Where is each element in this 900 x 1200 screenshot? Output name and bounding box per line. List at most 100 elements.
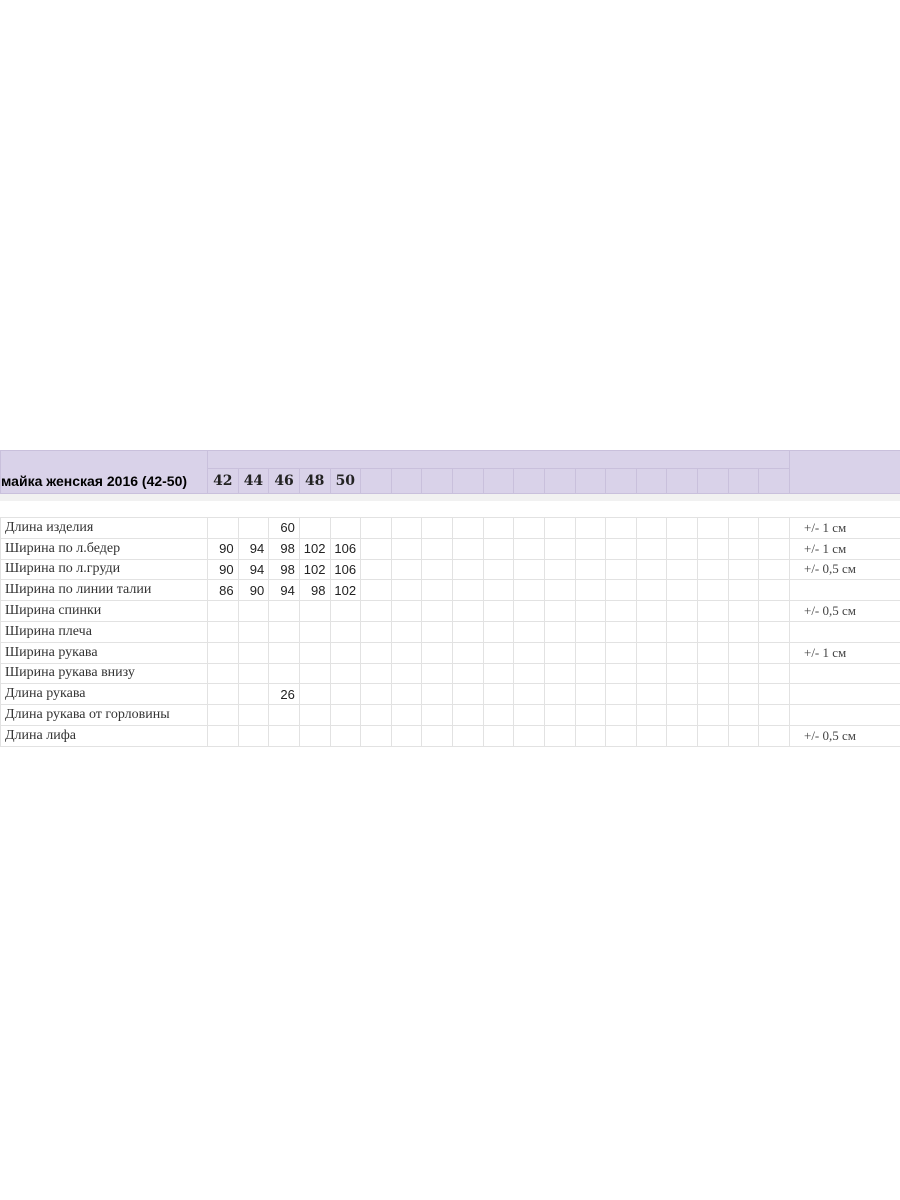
measurement-value-cell[interactable]	[543, 704, 576, 726]
measurement-value-cell[interactable]	[298, 517, 331, 539]
measurement-value-cell[interactable]	[421, 579, 453, 602]
empty-header-cell[interactable]	[758, 468, 790, 494]
measurement-value-cell[interactable]	[513, 620, 545, 643]
measurement-value-cell[interactable]	[635, 620, 668, 643]
measurement-value-cell[interactable]	[574, 579, 607, 602]
measurement-value-cell[interactable]	[697, 537, 729, 560]
measurement-value-cell[interactable]	[207, 704, 239, 726]
measurement-value-cell[interactable]	[605, 579, 637, 602]
measurement-value-cell[interactable]	[390, 620, 423, 643]
measurement-value-cell[interactable]	[298, 724, 331, 747]
measurement-value-cell[interactable]	[574, 600, 607, 622]
measurement-value-cell[interactable]	[543, 517, 576, 539]
measurement-value-cell[interactable]	[666, 704, 698, 726]
measurement-value-cell[interactable]: 94	[237, 558, 270, 581]
measurement-value-cell[interactable]	[513, 641, 545, 664]
measurement-value-cell[interactable]: 106	[329, 537, 362, 560]
measurement-value-cell[interactable]	[268, 620, 300, 643]
header-notes-cell[interactable]	[788, 450, 900, 494]
measurement-value-cell[interactable]: 98	[268, 558, 300, 581]
measurement-value-cell[interactable]	[390, 517, 423, 539]
measurement-label[interactable]: Ширина по л.груди	[0, 558, 208, 581]
measurement-value-cell[interactable]	[758, 662, 790, 685]
measurement-value-cell[interactable]	[635, 537, 668, 560]
measurement-value-cell[interactable]	[237, 662, 270, 685]
measurement-value-cell[interactable]	[574, 724, 607, 747]
measurement-value-cell[interactable]	[390, 558, 423, 581]
measurement-value-cell[interactable]	[237, 704, 270, 726]
measurement-value-cell[interactable]: 94	[268, 579, 300, 602]
measurement-value-cell[interactable]	[605, 537, 637, 560]
measurement-value-cell[interactable]	[421, 517, 453, 539]
tolerance-note[interactable]: +/- 0,5 см	[788, 724, 900, 747]
empty-header-cell[interactable]	[574, 468, 607, 494]
measurement-value-cell[interactable]	[390, 537, 423, 560]
tolerance-note[interactable]: +/- 0,5 см	[788, 558, 900, 581]
measurement-value-cell[interactable]	[513, 724, 545, 747]
measurement-value-cell[interactable]	[421, 537, 453, 560]
measurement-value-cell[interactable]	[513, 704, 545, 726]
measurement-value-cell[interactable]	[390, 704, 423, 726]
measurement-value-cell[interactable]	[697, 724, 729, 747]
measurement-value-cell[interactable]	[666, 558, 698, 581]
header-merged-cell[interactable]	[207, 450, 790, 469]
measurement-value-cell[interactable]	[207, 641, 239, 664]
measurement-value-cell[interactable]	[329, 641, 362, 664]
empty-header-cell[interactable]	[605, 468, 637, 494]
measurement-value-cell[interactable]	[390, 600, 423, 622]
tolerance-note[interactable]: +/- 0,5 см	[788, 600, 900, 622]
measurement-value-cell[interactable]	[727, 641, 760, 664]
measurement-value-cell[interactable]	[697, 641, 729, 664]
measurement-value-cell[interactable]	[207, 600, 239, 622]
empty-header-cell[interactable]	[697, 468, 729, 494]
measurement-value-cell[interactable]	[513, 683, 545, 706]
measurement-value-cell[interactable]	[329, 620, 362, 643]
measurement-value-cell[interactable]	[360, 641, 392, 664]
measurement-value-cell[interactable]: 102	[329, 579, 362, 602]
tolerance-note[interactable]	[788, 704, 900, 726]
measurement-value-cell[interactable]: 60	[268, 517, 300, 539]
measurement-value-cell[interactable]	[513, 579, 545, 602]
measurement-value-cell[interactable]	[543, 620, 576, 643]
measurement-value-cell[interactable]	[697, 517, 729, 539]
measurement-value-cell[interactable]	[574, 641, 607, 664]
measurement-value-cell[interactable]	[727, 662, 760, 685]
measurement-value-cell[interactable]	[635, 641, 668, 664]
measurement-value-cell[interactable]	[298, 600, 331, 622]
tolerance-note[interactable]	[788, 620, 900, 643]
measurement-value-cell[interactable]	[727, 600, 760, 622]
measurement-value-cell[interactable]	[574, 704, 607, 726]
tolerance-note[interactable]	[788, 579, 900, 602]
measurement-value-cell[interactable]	[574, 517, 607, 539]
measurement-value-cell[interactable]	[758, 683, 790, 706]
measurement-value-cell[interactable]	[574, 558, 607, 581]
measurement-value-cell[interactable]	[237, 641, 270, 664]
measurement-value-cell[interactable]	[513, 662, 545, 685]
measurement-value-cell[interactable]	[605, 558, 637, 581]
empty-header-cell[interactable]	[635, 468, 668, 494]
measurement-value-cell[interactable]	[635, 579, 668, 602]
empty-header-cell[interactable]	[513, 468, 545, 494]
measurement-value-cell[interactable]	[727, 724, 760, 747]
measurement-value-cell[interactable]	[605, 517, 637, 539]
measurement-value-cell[interactable]: 26	[268, 683, 300, 706]
empty-header-cell[interactable]	[543, 468, 576, 494]
measurement-value-cell[interactable]	[452, 662, 484, 685]
measurement-value-cell[interactable]: 90	[207, 558, 239, 581]
measurement-value-cell[interactable]	[574, 537, 607, 560]
measurement-value-cell[interactable]	[635, 662, 668, 685]
measurement-label[interactable]: Длина рукава	[0, 683, 208, 706]
measurement-value-cell[interactable]	[543, 558, 576, 581]
measurement-value-cell[interactable]	[452, 683, 484, 706]
measurement-value-cell[interactable]	[421, 704, 453, 726]
measurement-value-cell[interactable]	[329, 724, 362, 747]
size-header[interactable]: 44	[237, 468, 270, 494]
measurement-value-cell[interactable]	[298, 704, 331, 726]
measurement-value-cell[interactable]	[360, 683, 392, 706]
measurement-value-cell[interactable]	[666, 537, 698, 560]
measurement-value-cell[interactable]: 106	[329, 558, 362, 581]
measurement-value-cell[interactable]	[207, 517, 239, 539]
measurement-value-cell[interactable]	[543, 537, 576, 560]
measurement-value-cell[interactable]	[758, 620, 790, 643]
measurement-value-cell[interactable]: 94	[237, 537, 270, 560]
